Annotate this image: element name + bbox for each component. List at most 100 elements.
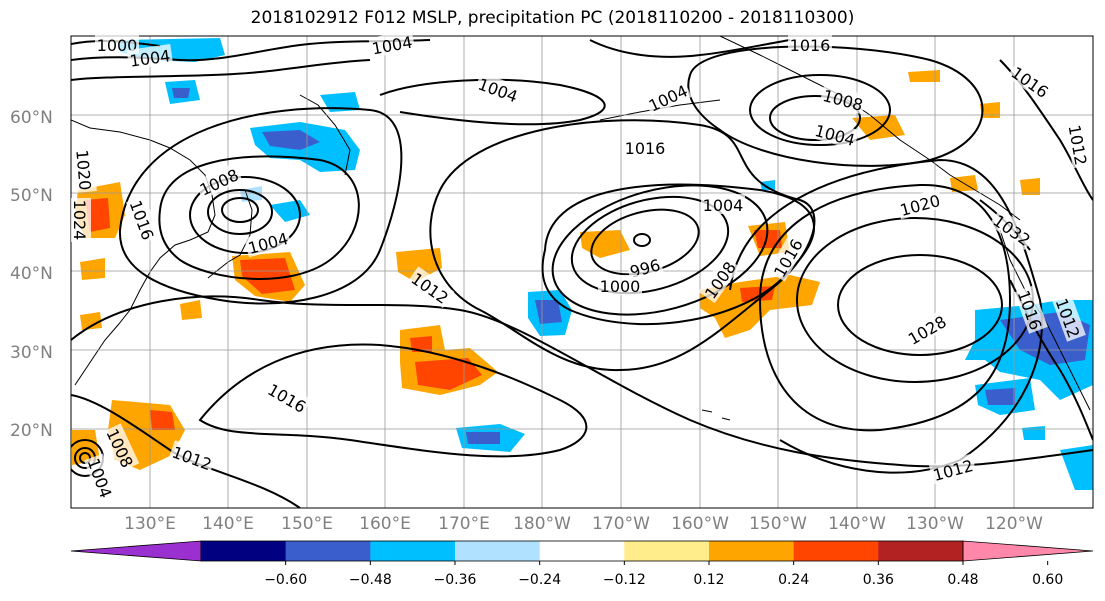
- isobar-1020: [758, 183, 1012, 432]
- map-frame: [70, 35, 1094, 509]
- colorbar-tick-label: −0.24: [518, 572, 562, 588]
- isobar-label-background: [701, 194, 745, 214]
- map-title: 2018102912 F012 MSLP, precipitation PC (…: [250, 8, 855, 28]
- colorbar-tick-label: 0.36: [862, 572, 894, 588]
- isobar-1028: [837, 254, 1003, 356]
- colorbar: [70, 540, 1094, 565]
- map-plot-area: [71, 36, 1093, 508]
- precip-positive-patch: [85, 198, 110, 232]
- japan-coastline: [207, 189, 253, 279]
- isobar-label: 1000: [600, 277, 641, 296]
- precip-positive-patch: [240, 258, 295, 294]
- isobar-label-background: [767, 233, 807, 282]
- isobar-label-background: [194, 162, 243, 200]
- colorbar-frame: [200, 540, 964, 562]
- isobar-alaska-1008: [749, 74, 891, 146]
- isobar-label-background: [625, 252, 664, 282]
- longitude-label: 140°W: [828, 514, 886, 534]
- isobar-label-background: [73, 147, 97, 193]
- longitude-label: 170°E: [438, 514, 490, 534]
- isobar-top-1016: [589, 39, 791, 58]
- precip-negative-patch: [172, 88, 190, 98]
- isobar-label-background: [788, 34, 832, 54]
- precip-negative-patch: [320, 92, 360, 112]
- longitude-label: 130°W: [906, 514, 964, 534]
- precip-positive-patch: [180, 300, 202, 320]
- isobar-label-background: [1052, 293, 1086, 342]
- precip-positive-patch: [150, 410, 175, 430]
- isobar-south-1016: [198, 343, 588, 458]
- isobar-1000: [570, 195, 730, 295]
- precip-positive-patch: [80, 312, 102, 330]
- isobar-label-background: [643, 78, 692, 116]
- isobar-992-core: [633, 233, 651, 247]
- precip-negative-patch: [985, 388, 1015, 405]
- precip-positive-patch: [80, 258, 105, 280]
- isobar-label-background: [71, 198, 91, 242]
- isobar-japan-1004: [189, 176, 301, 254]
- isobar-label-background: [368, 30, 416, 58]
- isobar-japan-1008: [158, 155, 360, 280]
- latitude-label: 50°N: [10, 186, 53, 206]
- precip-positive-patch: [740, 286, 775, 302]
- hawaii-islands: [701, 409, 731, 421]
- precip-positive-patch: [980, 102, 1000, 118]
- precip-negative-patch: [1022, 426, 1045, 440]
- precip-negative-patch: [1060, 445, 1093, 490]
- precip-positive-patch: [754, 230, 782, 248]
- isobar-label-background: [1006, 60, 1055, 102]
- kamchatka-coastline: [299, 94, 351, 176]
- isobar-label-background: [895, 188, 944, 220]
- isobar-label: 1016: [790, 36, 831, 55]
- isobar-label-background: [168, 440, 217, 474]
- isobar-label-background: [243, 226, 292, 258]
- colorbar-segment: [201, 541, 287, 561]
- colorbar-tick-label: 0.24: [778, 572, 810, 588]
- latitude-label: 20°N: [10, 421, 53, 441]
- colorbar-tick-label: −0.60: [264, 572, 308, 588]
- isobar-sw-1012: [71, 394, 301, 508]
- isobar-south-1012: [71, 295, 1093, 468]
- isobar-label-background: [84, 453, 118, 502]
- longitude-label: 160°E: [359, 514, 411, 534]
- isobar-japan-1000: [207, 189, 273, 235]
- precip-positive-patch: [580, 230, 630, 258]
- longitude-label: 150°W: [749, 514, 807, 534]
- isobar-label: 1004: [703, 196, 744, 215]
- isobar-label-background: [623, 137, 667, 157]
- colorbar-segment: [793, 541, 879, 561]
- latitude-label: 60°N: [10, 108, 53, 128]
- precip-positive-patch: [1020, 178, 1040, 195]
- isobar-mid-1004: [379, 78, 606, 126]
- isobar-1016-east: [729, 158, 1043, 474]
- isobar-label-background: [263, 377, 312, 417]
- isobar-japan-1012: [118, 107, 403, 305]
- precip-negative-patch: [466, 432, 500, 444]
- colorbar-segment: [624, 541, 710, 561]
- isobar-label-background: [406, 266, 455, 308]
- longitude-label: 160°W: [671, 514, 729, 534]
- isobar-alaska-1004: [769, 95, 861, 141]
- precip-positive-patch: [410, 336, 432, 352]
- isobar-label-background: [126, 195, 160, 244]
- isobar-nw-1008: [71, 59, 371, 81]
- alaska-coastline: [719, 36, 1021, 221]
- isobar-label: 1020: [72, 149, 94, 191]
- isobar-label-background: [474, 72, 523, 106]
- isobar-label-background: [819, 83, 868, 115]
- longitude-label: 130°E: [124, 514, 176, 534]
- isobar-label-background: [102, 423, 140, 472]
- colorbar-tick-label: −0.48: [348, 572, 392, 588]
- isobar-label-background: [95, 34, 139, 54]
- isobar-label-background: [1065, 121, 1093, 169]
- isobar-label-background: [811, 118, 860, 150]
- precip-positive-patch: [908, 70, 940, 82]
- isobar-label-background: [928, 453, 977, 485]
- isobar-label-background: [988, 208, 1037, 250]
- precip-positive-patch: [415, 358, 482, 390]
- latitude-label: 30°N: [10, 343, 53, 363]
- isobar-label: 1024: [70, 200, 89, 241]
- longitude-label: 120°W: [985, 514, 1043, 534]
